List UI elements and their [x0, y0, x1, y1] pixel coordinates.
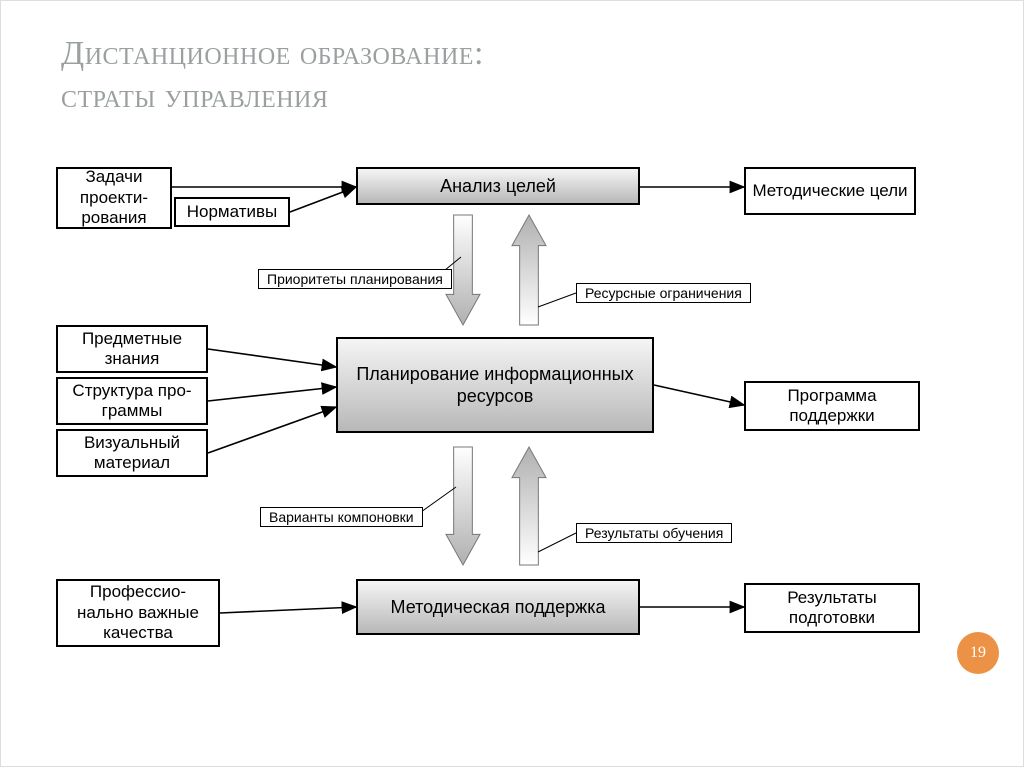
thin-arrow	[220, 607, 356, 613]
io-node-n4: Предметные знания	[56, 325, 208, 373]
io-node-n5: Структура про-граммы	[56, 377, 208, 425]
main-node-m2: Планирование информационных ресурсов	[336, 337, 654, 433]
label-connector	[538, 293, 576, 307]
slide: Дистанционное образование: страты управл…	[0, 0, 1024, 767]
main-node-m1: Анализ целей	[356, 167, 640, 205]
io-node-n8: Профессио-нально важные качества	[56, 579, 220, 647]
page-number-badge: 19	[957, 632, 999, 674]
io-node-n1: Задачи проекти-рования	[56, 167, 172, 229]
annotation-label-l1: Приоритеты планирования	[258, 269, 452, 289]
thin-arrow	[290, 187, 356, 212]
thin-arrow	[208, 407, 336, 453]
thin-arrow	[208, 349, 336, 367]
io-node-n7: Программа поддержки	[744, 381, 920, 431]
title-line-1: Дистанционное образование:	[61, 35, 484, 72]
annotation-label-l3: Варианты компоновки	[260, 507, 423, 527]
flowchart-diagram: Анализ целей Планирование информационных …	[56, 167, 976, 697]
io-node-n6: Визуальный материал	[56, 429, 208, 477]
slide-title: Дистанционное образование: страты управл…	[61, 33, 484, 118]
title-line-2: страты управления	[61, 78, 328, 115]
io-node-n9: Результаты подготовки	[744, 583, 920, 633]
block-arrow-up	[512, 447, 546, 565]
io-node-n3: Методические цели	[744, 167, 916, 215]
block-arrow-down	[446, 447, 480, 565]
page-number: 19	[970, 644, 986, 662]
annotation-label-l4: Результаты обучения	[576, 523, 732, 543]
block-arrow-up	[512, 215, 546, 325]
thin-arrow	[654, 385, 744, 405]
annotation-label-l2: Ресурсные ограничения	[576, 283, 751, 303]
label-connector	[538, 533, 576, 552]
io-node-n2: Нормативы	[174, 197, 290, 227]
main-node-m3: Методическая поддержка	[356, 579, 640, 635]
thin-arrow	[208, 387, 336, 401]
